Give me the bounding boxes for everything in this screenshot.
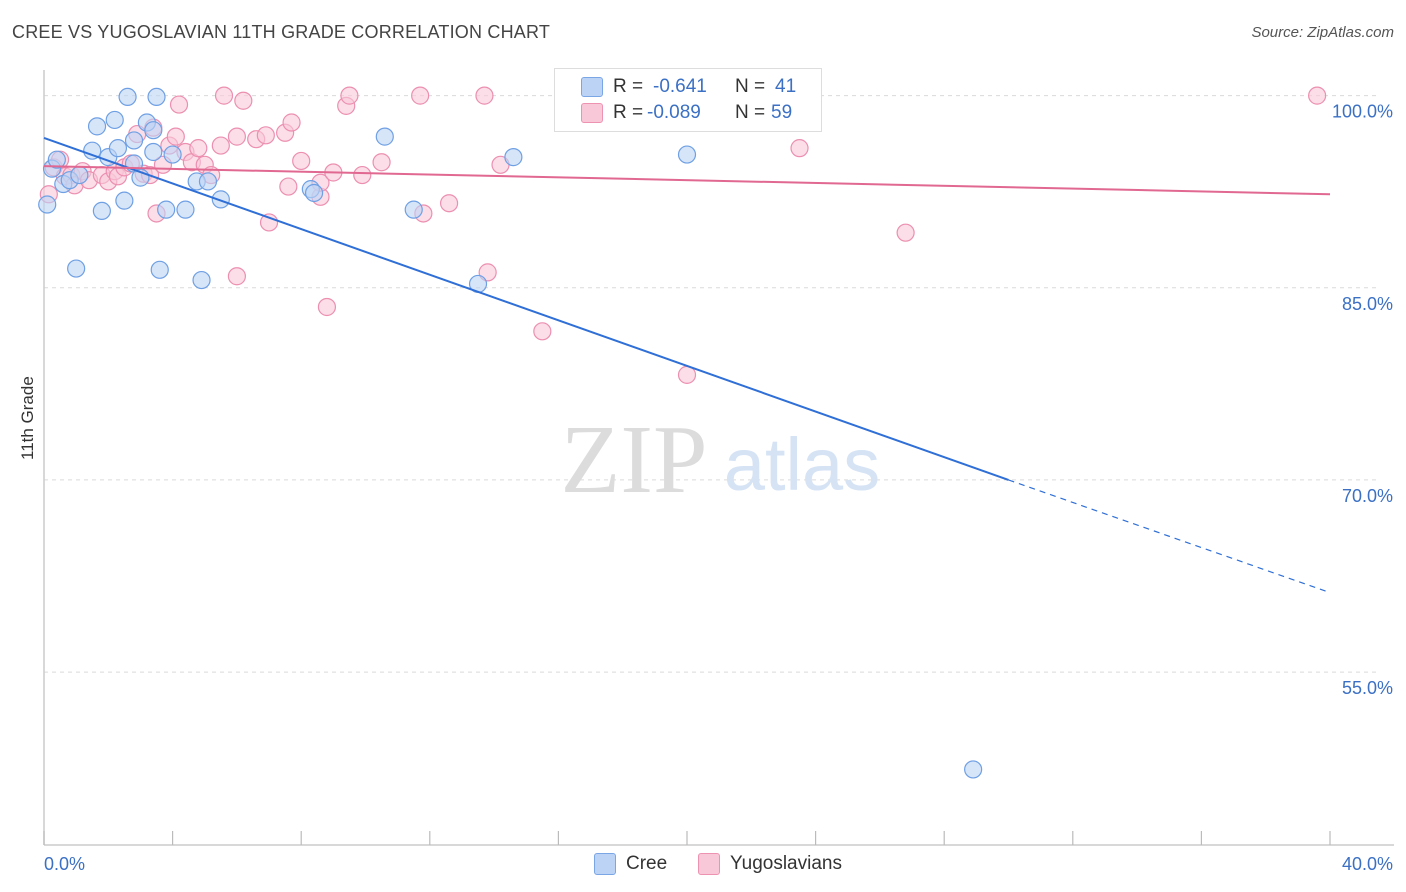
y-tick-label: 85.0% — [1342, 294, 1393, 314]
legend-swatch-cree — [581, 77, 603, 97]
y-axis-label: 11th Grade — [18, 376, 37, 460]
yugoslavians-point — [189, 139, 208, 158]
cree-point — [176, 200, 195, 219]
series-legend: Cree Yugoslavians — [0, 852, 1406, 878]
legend-r-value: -0.089 — [647, 102, 701, 123]
grid-lines — [44, 95, 1380, 673]
cree-point — [157, 200, 176, 219]
cree-point — [105, 110, 124, 130]
cree-point — [504, 148, 523, 167]
yugoslavians-point — [411, 86, 430, 105]
legend-row-yugoslavians: R = -0.089 N = 59 — [555, 100, 821, 126]
y-tick-label: 70.0% — [1342, 486, 1393, 506]
cree-point — [124, 131, 144, 150]
legend-swatch-cree — [594, 853, 616, 875]
legend-r-label: R = — [613, 76, 644, 97]
cree-point — [404, 200, 423, 219]
yugoslavians-point — [214, 86, 234, 105]
legend-n-value: 41 — [775, 76, 797, 97]
legend-r-label: R = — [613, 102, 644, 123]
x-tick-label: 0.0% — [44, 854, 85, 874]
yugoslavians-point — [475, 86, 494, 105]
cree-point — [304, 183, 324, 203]
yugoslavians-point — [227, 127, 246, 146]
yugoslavians-point — [256, 126, 275, 145]
yugoslavians-point — [353, 165, 372, 185]
source-credit: Source: ZipAtlas.com — [1251, 24, 1394, 41]
cree-point — [211, 190, 230, 209]
yugoslavians-point — [439, 194, 459, 213]
y-tick-label: 100.0% — [1332, 102, 1393, 122]
legend-swatch-yugoslavians — [698, 853, 720, 875]
y-tick-label: 55.0% — [1342, 678, 1393, 698]
legend-n-value: 59 — [771, 102, 793, 123]
yugoslavians-point — [227, 267, 246, 286]
cree-point — [115, 191, 134, 210]
cree-point — [47, 150, 66, 169]
yugoslavians-point — [896, 223, 915, 242]
watermark: ZIP atlas — [561, 406, 881, 514]
legend-label-cree: Cree — [626, 853, 668, 874]
axes — [43, 70, 1394, 846]
cree-point — [108, 139, 128, 158]
yugoslavians-point — [211, 136, 230, 155]
legend-swatch-yugoslavians — [581, 103, 603, 123]
yugoslavians-point — [1308, 86, 1327, 105]
chart-title: CREE VS YUGOSLAVIAN 11TH GRADE CORRELATI… — [12, 22, 551, 42]
yugoslavians-point — [533, 322, 552, 341]
cree-point — [67, 259, 86, 278]
yugoslavians-point — [282, 113, 301, 132]
trend-lines — [43, 136, 1331, 594]
cree-trend-extension — [1008, 479, 1331, 594]
legend-n-label: N = — [735, 102, 766, 123]
cree-trend-line — [43, 136, 1009, 481]
watermark-atlas: atlas — [724, 423, 880, 506]
yugoslavians-point — [234, 91, 253, 110]
yugoslavians-point — [169, 95, 189, 114]
cree-point — [375, 127, 394, 146]
cree-point — [677, 145, 697, 164]
yugoslavians-point — [279, 177, 298, 196]
legend-label-yugoslavians: Yugoslavians — [730, 853, 842, 874]
cree-point — [198, 172, 218, 191]
correlation-legend: R = -0.641 N = 41 R = -0.089 N = 59 — [554, 68, 822, 132]
yugoslavians-point — [340, 86, 359, 105]
legend-row-cree: R = -0.641 N = 41 — [555, 74, 821, 100]
x-tick-label: 40.0% — [1342, 854, 1393, 874]
cree-point — [147, 87, 166, 107]
cree-point — [163, 145, 182, 164]
cree-point — [964, 760, 983, 779]
cree-point — [144, 121, 163, 140]
cree-point — [118, 87, 137, 107]
yugoslavians-point — [317, 297, 337, 317]
cree-point — [150, 260, 169, 279]
cree-point — [192, 270, 211, 290]
yugoslavians-point — [166, 127, 185, 146]
yugoslavians-point — [372, 153, 391, 172]
cree-point — [87, 117, 107, 136]
cree-point — [70, 165, 89, 185]
legend-r-value: -0.641 — [653, 76, 707, 97]
yugoslavians-point — [292, 151, 311, 171]
tick-labels: 100.0% 85.0% 70.0% 55.0% 0.0% 40.0% — [44, 102, 1393, 874]
watermark-zip: ZIP — [561, 406, 708, 514]
cree-point — [38, 195, 57, 214]
cree-point — [92, 201, 111, 221]
cree-point — [144, 142, 163, 162]
yugoslavians-point — [790, 139, 809, 158]
cree-point — [83, 141, 102, 160]
legend-n-label: N = — [735, 76, 766, 97]
yugoslavians-trend-line — [43, 165, 1331, 196]
